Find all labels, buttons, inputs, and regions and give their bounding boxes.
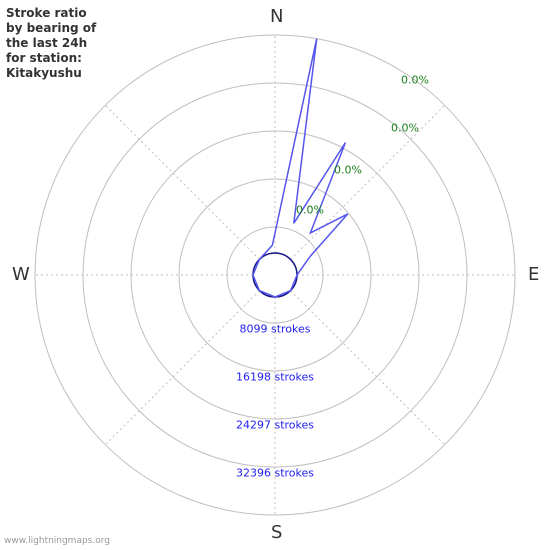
pct-label: 0.0% <box>296 204 324 217</box>
grid-radial <box>105 105 259 259</box>
ring-label: 32396 strokes <box>236 467 314 480</box>
ring-label: 16198 strokes <box>236 371 314 384</box>
chart-container: Stroke ratio by bearing of the last 24h … <box>0 0 550 550</box>
chart-title: Stroke ratio by bearing of the last 24h … <box>6 6 96 81</box>
grid-radial <box>291 105 445 259</box>
compass-n: N <box>270 6 283 27</box>
grid-ring <box>83 83 467 467</box>
pct-label: 0.0% <box>401 74 429 87</box>
pct-label: 0.0% <box>334 164 362 177</box>
compass-w: W <box>12 264 30 285</box>
ring-label: 8099 strokes <box>239 323 310 336</box>
pct-label: 0.0% <box>391 122 419 135</box>
compass-s: S <box>271 522 282 543</box>
compass-e: E <box>528 264 539 285</box>
credit-text: www.lightningmaps.org <box>4 536 110 546</box>
ring-label: 24297 strokes <box>236 419 314 432</box>
